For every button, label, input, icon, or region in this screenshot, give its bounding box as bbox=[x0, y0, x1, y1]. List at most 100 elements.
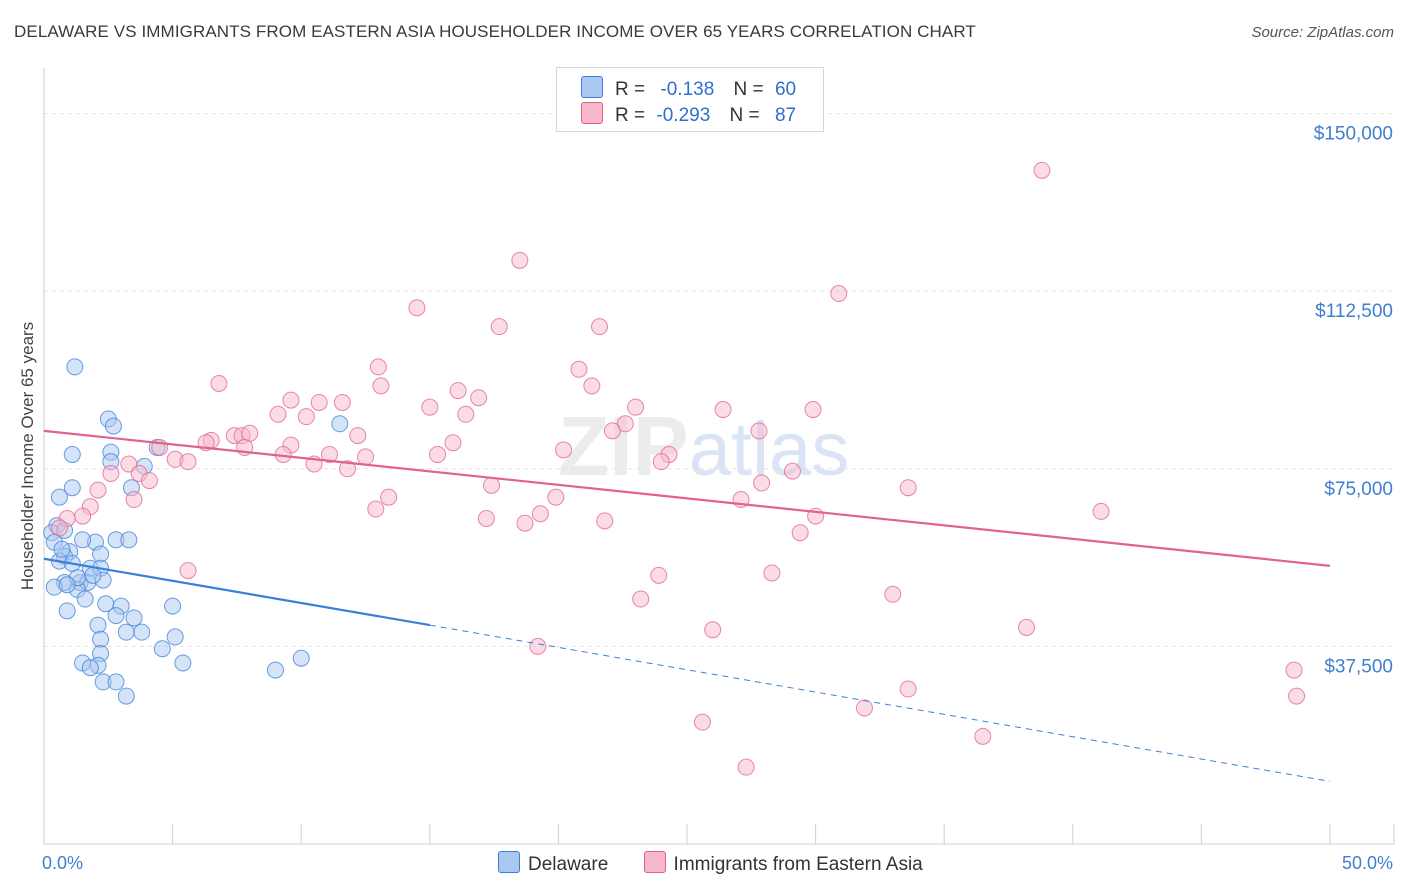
delaware-point bbox=[266, 661, 284, 679]
eastern-asia-point bbox=[179, 562, 197, 580]
eastern-asia-point bbox=[737, 758, 755, 776]
eastern-asia-point bbox=[753, 474, 771, 492]
eastern-asia-point bbox=[179, 453, 197, 471]
eastern-asia-point bbox=[791, 524, 809, 542]
series-legend-delaware: Delaware bbox=[498, 851, 608, 876]
legend-n-value: 60 bbox=[774, 79, 797, 100]
delaware-trend-line bbox=[43, 557, 430, 627]
y-tick-label: $112,500 bbox=[1315, 301, 1393, 322]
legend-r-value: -0.138 bbox=[660, 79, 715, 100]
delaware-point bbox=[125, 609, 143, 627]
eastern-asia-point bbox=[899, 479, 917, 497]
delaware-point bbox=[89, 616, 107, 634]
eastern-asia-point bbox=[804, 401, 822, 419]
series-swatch-eastern-asia bbox=[643, 851, 666, 873]
eastern-asia-point bbox=[477, 509, 495, 527]
eastern-asia-point bbox=[596, 512, 614, 530]
legend-swatch-delaware bbox=[581, 76, 603, 98]
eastern-asia-point bbox=[282, 391, 300, 409]
eastern-asia-point bbox=[750, 422, 768, 440]
eastern-asia-point bbox=[1285, 661, 1303, 679]
eastern-asia-point bbox=[333, 393, 351, 411]
eastern-asia-point bbox=[210, 375, 228, 393]
eastern-asia-point bbox=[89, 481, 107, 499]
data-points bbox=[43, 161, 1306, 776]
delaware-point bbox=[92, 545, 110, 563]
correlation-legend: R = -0.138 N = 60 R = -0.293 N = 87 bbox=[556, 67, 824, 132]
delaware-point bbox=[84, 566, 102, 584]
eastern-asia-point bbox=[591, 318, 609, 336]
eastern-asia-point bbox=[547, 488, 565, 506]
eastern-asia-point bbox=[531, 505, 549, 523]
eastern-asia-point bbox=[603, 422, 621, 440]
x-tick-label: 0.0% bbox=[42, 853, 83, 873]
eastern-asia-trend-line bbox=[43, 429, 1331, 567]
delaware-point bbox=[76, 590, 94, 608]
eastern-asia-point bbox=[372, 377, 390, 395]
eastern-asia-point bbox=[855, 699, 873, 717]
trend-lines bbox=[43, 429, 1331, 782]
delaware-point bbox=[53, 540, 71, 558]
legend-r-label: R = bbox=[615, 105, 646, 126]
eastern-asia-point bbox=[449, 382, 467, 400]
eastern-asia-point bbox=[570, 360, 588, 378]
eastern-asia-point bbox=[357, 448, 374, 466]
y-tick-label: $150,000 bbox=[1314, 124, 1393, 145]
axes bbox=[43, 68, 1395, 845]
eastern-asia-point bbox=[714, 401, 732, 419]
eastern-asia-point bbox=[783, 462, 801, 480]
eastern-asia-point bbox=[516, 514, 534, 532]
eastern-asia-point bbox=[555, 441, 573, 459]
series-legend-label: Immigrants from Eastern Asia bbox=[673, 854, 923, 875]
eastern-asia-point bbox=[444, 434, 462, 452]
eastern-asia-point bbox=[974, 727, 992, 745]
delaware-point bbox=[63, 446, 81, 464]
eastern-asia-point bbox=[369, 358, 387, 376]
watermark-atlas: atlas bbox=[688, 407, 850, 492]
delaware-point bbox=[50, 488, 68, 506]
delaware-point bbox=[107, 607, 125, 625]
eastern-asia-point bbox=[1018, 618, 1036, 636]
delaware-point bbox=[117, 687, 135, 705]
eastern-asia-point bbox=[349, 427, 367, 445]
delaware-point bbox=[58, 602, 76, 620]
delaware-point bbox=[63, 479, 81, 497]
axis-labels: $37,500 $75,000 $112,500 $150,000 0.0% 50.0% H… bbox=[18, 124, 1393, 873]
eastern-asia-point bbox=[583, 377, 601, 395]
watermark-zip: ZIP bbox=[558, 399, 689, 493]
y-tick-label: $75,000 bbox=[1324, 479, 1393, 500]
legend-row-delaware: R = -0.138 N = 60 bbox=[581, 76, 796, 100]
eastern-asia-point bbox=[470, 389, 488, 407]
legend-n-value: 87 bbox=[774, 105, 797, 126]
legend-r-value: -0.293 bbox=[656, 105, 711, 126]
delaware-point bbox=[74, 531, 92, 549]
delaware-point bbox=[166, 628, 184, 646]
eastern-asia-point bbox=[310, 393, 328, 411]
eastern-asia-point bbox=[241, 424, 259, 442]
delaware-point bbox=[174, 654, 192, 672]
y-axis-label: Householder Income Over 65 years bbox=[18, 322, 37, 590]
chart-title: DELAWARE VS IMMIGRANTS FROM EASTERN ASIA… bbox=[14, 22, 976, 41]
eastern-asia-point bbox=[140, 472, 158, 490]
eastern-asia-point bbox=[1033, 161, 1051, 179]
eastern-asia-point bbox=[616, 415, 634, 433]
eastern-asia-point bbox=[529, 637, 547, 655]
eastern-asia-point bbox=[632, 590, 650, 608]
eastern-asia-point bbox=[297, 408, 315, 426]
x-tick-label: 50.0% bbox=[1342, 853, 1393, 873]
eastern-asia-point bbox=[269, 405, 287, 423]
eastern-asia-point bbox=[490, 318, 508, 336]
eastern-asia-point bbox=[457, 405, 475, 423]
eastern-asia-point bbox=[884, 585, 902, 603]
eastern-asia-point bbox=[367, 500, 385, 518]
legend-swatch-eastern-asia bbox=[581, 102, 603, 124]
eastern-asia-point bbox=[899, 680, 917, 698]
eastern-asia-point bbox=[50, 519, 68, 537]
series-legend: Delaware Immigrants from Eastern Asia bbox=[498, 851, 953, 876]
y-tick-label: $37,500 bbox=[1324, 656, 1393, 677]
delaware-point bbox=[81, 659, 99, 677]
eastern-asia-point bbox=[1288, 687, 1306, 705]
eastern-asia-point bbox=[763, 564, 781, 582]
eastern-asia-point bbox=[429, 446, 447, 464]
